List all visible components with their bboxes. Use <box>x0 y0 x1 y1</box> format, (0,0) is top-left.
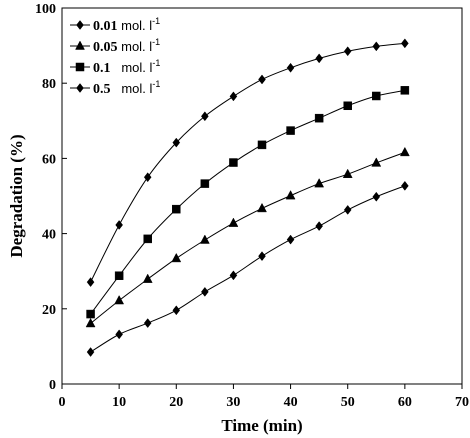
data-point <box>401 180 409 191</box>
legend-entry: 0.5 mol. l-1 <box>70 79 160 97</box>
legend-label: 0.5 mol. l-1 <box>93 79 160 97</box>
data-point <box>372 91 381 101</box>
data-point <box>286 234 295 245</box>
data-point <box>229 158 238 167</box>
y-tick-label: 40 <box>42 228 56 243</box>
data-point <box>228 217 239 227</box>
data-point <box>199 234 210 244</box>
legend-marker <box>75 40 85 50</box>
legend-marker <box>76 20 84 30</box>
data-point <box>229 270 238 281</box>
data-point <box>114 271 124 280</box>
x-tick-label: 50 <box>341 395 355 410</box>
y-tick-label: 60 <box>42 152 56 167</box>
data-point <box>200 179 210 188</box>
legend-label: 0.01 mol. l-1 <box>93 16 160 34</box>
data-point <box>172 305 181 316</box>
series-line <box>90 42 405 283</box>
data-point <box>371 157 382 167</box>
x-tick-label: 30 <box>226 395 240 410</box>
y-tick-label: 0 <box>49 378 56 393</box>
plot-border <box>61 7 463 385</box>
data-point <box>114 294 125 305</box>
data-point <box>399 146 410 157</box>
series-4 <box>86 38 409 288</box>
data-point <box>257 202 267 213</box>
series-line <box>90 89 405 315</box>
legend-marker <box>76 83 84 93</box>
data-point <box>115 220 123 230</box>
series-3 <box>86 86 410 319</box>
x-axis: 0 10 20 30 40 50 60 70 <box>59 384 469 410</box>
data-point <box>86 309 95 319</box>
data-point <box>86 277 95 288</box>
legend-label: 0.1 mol. l-1 <box>93 58 160 76</box>
data-point <box>143 234 152 244</box>
data-point <box>343 205 352 215</box>
y-tick-label: 20 <box>42 303 56 318</box>
data-point <box>343 46 352 57</box>
data-point <box>372 191 381 202</box>
data-point <box>143 172 152 183</box>
y-axis: 0 20 40 60 80 100 <box>35 2 67 393</box>
data-point <box>286 126 295 135</box>
x-tick-label: 70 <box>455 395 469 410</box>
x-tick-label: 40 <box>284 395 298 410</box>
data-point <box>258 251 266 262</box>
data-point <box>286 62 295 73</box>
legend-marker <box>75 62 85 72</box>
data-point <box>201 111 209 122</box>
data-point <box>143 318 152 328</box>
x-tick-label: 0 <box>59 395 66 410</box>
series-layer <box>85 38 410 357</box>
legend-entry: 0.1 mol. l-1 <box>70 58 160 76</box>
data-point <box>343 101 352 111</box>
y-axis-title: Degradation (%) <box>7 134 26 257</box>
data-point <box>285 190 296 200</box>
x-axis-title: Time (min) <box>221 416 302 435</box>
x-tick-label: 20 <box>169 395 183 410</box>
data-point <box>172 204 181 214</box>
plot-area <box>61 7 463 385</box>
data-point <box>401 38 409 49</box>
data-point <box>314 178 325 188</box>
data-point <box>372 41 381 52</box>
data-point <box>172 137 181 148</box>
data-point <box>229 91 238 102</box>
legend-label: 0.05 mol. l-1 <box>93 37 160 55</box>
data-point <box>315 53 323 64</box>
series-line <box>90 151 406 324</box>
series-line <box>90 185 406 353</box>
series-2 <box>85 146 410 328</box>
data-point <box>314 113 324 123</box>
data-point <box>171 252 182 263</box>
data-point <box>142 273 153 283</box>
series-1 <box>86 180 409 357</box>
data-point <box>258 74 266 85</box>
legend-entry: 0.05 mol. l-1 <box>70 37 160 55</box>
data-point <box>85 317 96 328</box>
legend: 0.01 mol. l-1 0.05 mol. l-1 0.1 mol. l-1 0.… <box>70 16 160 97</box>
data-point <box>257 140 267 150</box>
data-point <box>400 86 410 95</box>
data-point <box>315 221 323 231</box>
data-point <box>342 168 353 178</box>
legend-entry: 0.01 mol. l-1 <box>70 16 160 34</box>
data-point <box>201 286 209 297</box>
data-point <box>115 329 123 340</box>
y-tick-label: 100 <box>35 2 56 17</box>
data-point <box>86 347 95 357</box>
x-tick-label: 60 <box>398 395 412 410</box>
x-tick-label: 10 <box>112 395 126 410</box>
y-tick-label: 80 <box>42 77 56 92</box>
